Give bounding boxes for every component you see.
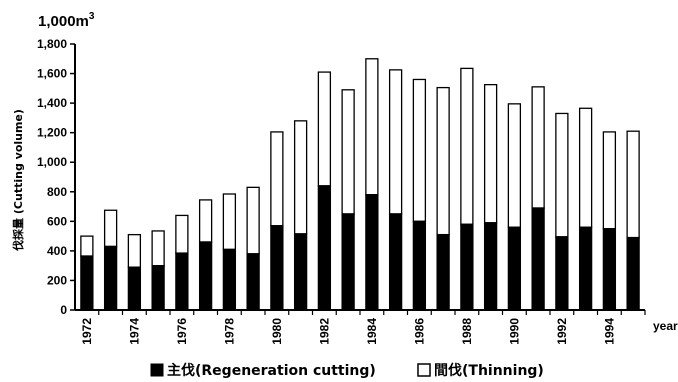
bar-regeneration	[341, 213, 355, 311]
bar-thinning	[270, 131, 284, 227]
plot-area: 0 200 400 600 800 1,000 1,200 1,400 1,600 1,800 19…	[37, 37, 646, 345]
x-tick-label: 1994	[602, 318, 616, 345]
bar-regeneration	[626, 236, 640, 311]
bar-thinning	[578, 107, 593, 228]
x-axis-label: year	[653, 319, 678, 333]
x-tick-label: 1974	[127, 318, 141, 345]
bar-regeneration	[555, 236, 569, 311]
y-tick-label: 1,200	[37, 126, 67, 140]
bar-regeneration	[246, 253, 260, 311]
y-tick-label: 1,400	[37, 96, 67, 110]
bar-thinning	[412, 78, 427, 222]
x-tick-label: 1986	[412, 318, 426, 345]
y-tick-label: 200	[47, 273, 67, 287]
bar-thinning	[365, 58, 379, 196]
bar-regeneration	[80, 255, 94, 311]
bar-regeneration	[175, 252, 189, 311]
bar-thinning	[602, 131, 617, 230]
bar-regeneration	[222, 248, 237, 311]
bar-thinning	[80, 235, 94, 257]
bar-thinning	[507, 103, 522, 228]
bar-regeneration	[270, 225, 284, 311]
bar-thinning	[151, 230, 165, 267]
legend-label-thinning: 間伐(Thinning)	[434, 362, 544, 379]
bar-regeneration	[127, 266, 142, 311]
bar-regeneration	[578, 226, 593, 311]
x-tick-label: 1972	[80, 318, 94, 345]
x-tick-label: 1988	[460, 318, 474, 345]
bar-regeneration	[460, 223, 474, 311]
bar-regeneration	[436, 233, 450, 311]
bar-thinning	[103, 209, 118, 248]
bar-thinning	[246, 186, 260, 255]
bar-thinning	[222, 193, 237, 251]
bar-thinning	[436, 86, 450, 236]
x-tick-label: 1984	[365, 318, 379, 345]
x-tick-label: 1992	[555, 318, 569, 345]
bar-regeneration	[531, 207, 545, 311]
bar-regeneration	[151, 265, 165, 311]
bar-regeneration	[103, 245, 118, 311]
x-tick-label: 1980	[270, 318, 284, 345]
legend: 主伐(Regeneration cutting) 間伐(Thinning)	[150, 362, 544, 379]
bar-thinning	[626, 130, 640, 239]
bar-thinning	[127, 233, 142, 268]
y-tick-label: 1,000	[37, 155, 67, 169]
bar-regeneration	[198, 241, 213, 311]
bar-regeneration	[412, 220, 427, 311]
legend-swatch-regeneration	[150, 363, 164, 377]
y-tick-label: 400	[47, 244, 67, 258]
bar-regeneration	[507, 226, 522, 311]
bar-regeneration	[602, 228, 617, 311]
bar-regeneration	[317, 185, 332, 311]
bar-regeneration	[293, 233, 308, 311]
y-tick-label: 1,800	[37, 37, 67, 51]
bar-thinning	[388, 69, 403, 215]
x-tick-label: 1982	[317, 318, 331, 345]
y-axis-label: 伐採量 (Cutting volume)	[11, 109, 25, 251]
legend-swatch-thinning	[417, 363, 431, 377]
bar-thinning	[198, 199, 213, 243]
bar-thinning	[293, 120, 308, 235]
bar-regeneration	[388, 213, 403, 311]
unit-label: 1,000m3	[38, 11, 95, 30]
bar-regeneration	[483, 222, 498, 311]
bar-thinning	[175, 214, 189, 254]
bar-thinning	[460, 67, 474, 225]
bar-thinning	[341, 89, 355, 215]
x-tick-label: 1990	[507, 318, 521, 345]
y-tick-label: 1,600	[37, 67, 67, 81]
x-tick-label: 1978	[222, 318, 236, 345]
bar-thinning	[555, 112, 569, 238]
legend-label-regeneration: 主伐(Regeneration cutting)	[167, 362, 376, 379]
bar-regeneration	[365, 194, 379, 311]
y-tick-label: 600	[47, 214, 67, 228]
y-tick-label: 0	[60, 303, 67, 317]
y-tick-label: 800	[47, 185, 67, 199]
bar-thinning	[531, 86, 545, 209]
bar-thinning	[483, 83, 498, 224]
bar-thinning	[317, 71, 332, 187]
x-tick-label: 1976	[175, 318, 189, 345]
